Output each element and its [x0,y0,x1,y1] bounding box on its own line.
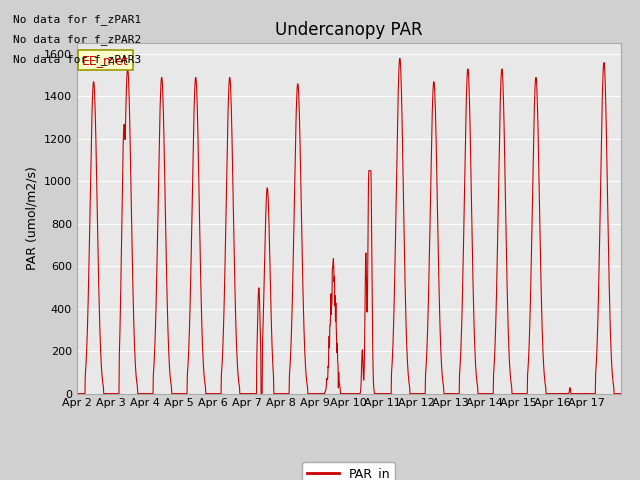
Text: No data for f_zPAR2: No data for f_zPAR2 [13,34,141,45]
Y-axis label: PAR (umol/m2/s): PAR (umol/m2/s) [25,167,38,270]
Title: Undercanopy PAR: Undercanopy PAR [275,21,422,39]
Text: No data for f_zPAR3: No data for f_zPAR3 [13,54,141,65]
Text: EE_met: EE_met [82,54,129,67]
Legend: PAR_in: PAR_in [302,462,396,480]
Text: No data for f_zPAR1: No data for f_zPAR1 [13,13,141,24]
